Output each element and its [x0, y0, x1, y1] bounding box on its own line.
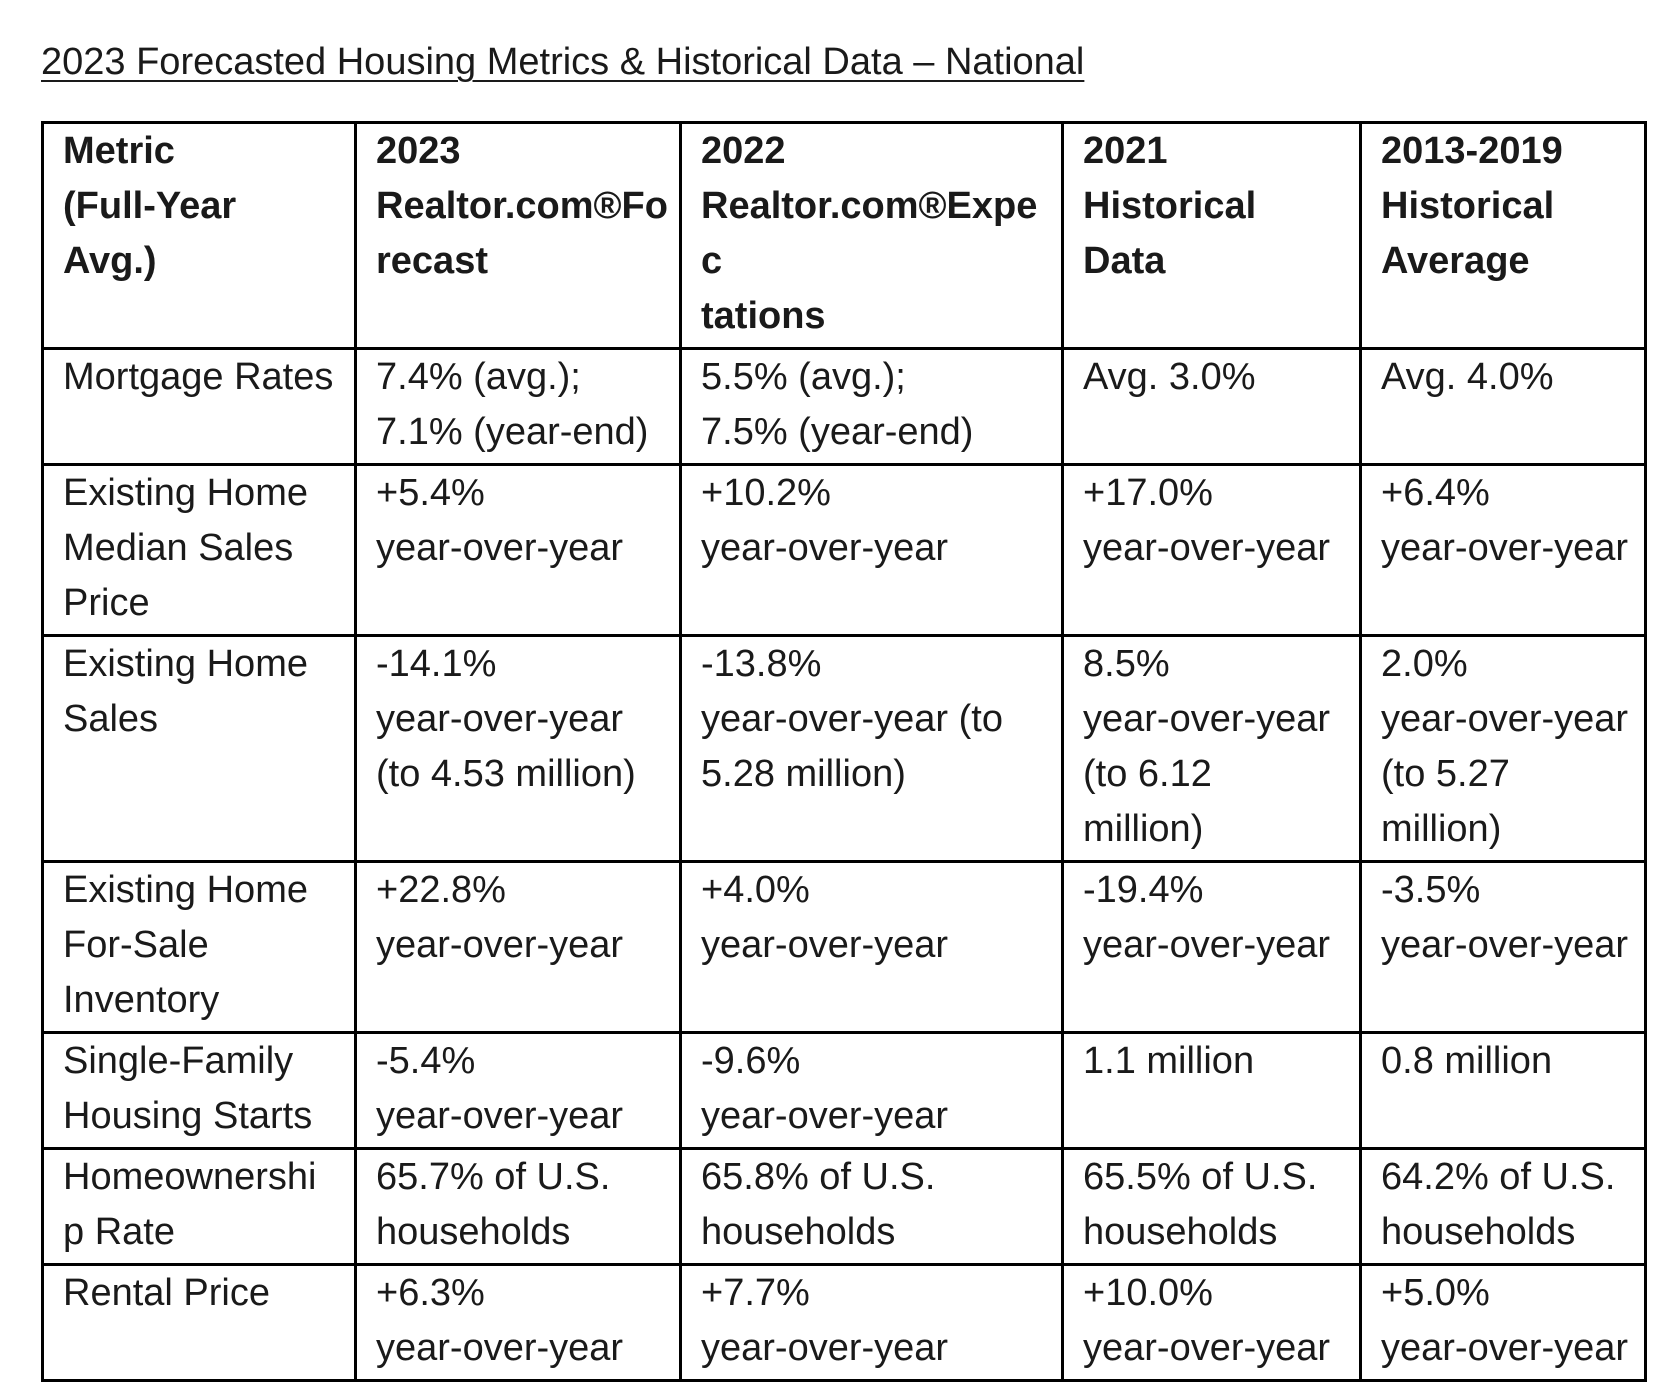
- table-row: Single-Family Housing Starts -5.4% year-…: [41, 1031, 1647, 1150]
- average-2013-2019-cell: Avg. 4.0%: [1359, 347, 1647, 466]
- header-2021-historical: 2021 Historical Data: [1061, 121, 1362, 350]
- table-header-row: Metric (Full-Year Avg.) 2023 Realtor.com…: [41, 121, 1647, 350]
- expectations-2022-cell: +7.7% year-over-year: [679, 1263, 1064, 1382]
- historical-2021-cell: +17.0% year-over-year: [1061, 463, 1362, 637]
- forecast-2023-cell: -5.4% year-over-year: [354, 1031, 682, 1150]
- forecast-2023-cell: 65.7% of U.S. households: [354, 1147, 682, 1266]
- table-row: Rental Price +6.3% year-over-year +7.7% …: [41, 1263, 1647, 1382]
- expectations-2022-cell: 65.8% of U.S. households: [679, 1147, 1064, 1266]
- expectations-2022-cell: -9.6% year-over-year: [679, 1031, 1064, 1150]
- header-2013-2019-average: 2013-2019 Historical Average: [1359, 121, 1647, 350]
- expectations-2022-cell: 5.5% (avg.); 7.5% (year-end): [679, 347, 1064, 466]
- header-metric: Metric (Full-Year Avg.): [41, 121, 357, 350]
- metric-name: Mortgage Rates: [41, 347, 357, 466]
- expectations-2022-cell: +10.2% year-over-year: [679, 463, 1064, 637]
- average-2013-2019-cell: -3.5% year-over-year: [1359, 860, 1647, 1034]
- historical-2021-cell: 1.1 million: [1061, 1031, 1362, 1150]
- metric-name: Existing Home Sales: [41, 634, 357, 863]
- historical-2021-cell: 65.5% of U.S. households: [1061, 1147, 1362, 1266]
- table-row: Existing Home For-Sale Inventory +22.8% …: [41, 860, 1647, 1034]
- metric-name: Rental Price: [41, 1263, 357, 1382]
- metric-name: Single-Family Housing Starts: [41, 1031, 357, 1150]
- average-2013-2019-cell: 2.0% year-over-year (to 5.27 million): [1359, 634, 1647, 863]
- header-2023-forecast: 2023 Realtor.com®Fo recast: [354, 121, 682, 350]
- historical-2021-cell: +10.0% year-over-year: [1061, 1263, 1362, 1382]
- table-row: Existing Home Sales -14.1% year-over-yea…: [41, 634, 1647, 863]
- page-title: 2023 Forecasted Housing Metrics & Histor…: [41, 41, 1085, 83]
- average-2013-2019-cell: +6.4% year-over-year: [1359, 463, 1647, 637]
- metric-name: Existing Home For-Sale Inventory: [41, 860, 357, 1034]
- forecast-2023-cell: +22.8% year-over-year: [354, 860, 682, 1034]
- forecast-2023-cell: +5.4% year-over-year: [354, 463, 682, 637]
- average-2013-2019-cell: 64.2% of U.S. households: [1359, 1147, 1647, 1266]
- expectations-2022-cell: -13.8% year-over-year (to 5.28 million): [679, 634, 1064, 863]
- historical-2021-cell: -19.4% year-over-year: [1061, 860, 1362, 1034]
- metric-name: Existing Home Median Sales Price: [41, 463, 357, 637]
- metric-name: Homeownershi p Rate: [41, 1147, 357, 1266]
- table-row: Mortgage Rates 7.4% (avg.); 7.1% (year-e…: [41, 347, 1647, 466]
- average-2013-2019-cell: 0.8 million: [1359, 1031, 1647, 1150]
- table-row: Homeownershi p Rate 65.7% of U.S. househ…: [41, 1147, 1647, 1266]
- expectations-2022-cell: +4.0% year-over-year: [679, 860, 1064, 1034]
- historical-2021-cell: Avg. 3.0%: [1061, 347, 1362, 466]
- historical-2021-cell: 8.5% year-over-year (to 6.12 million): [1061, 634, 1362, 863]
- average-2013-2019-cell: +5.0% year-over-year: [1359, 1263, 1647, 1382]
- table-row: Existing Home Median Sales Price +5.4% y…: [41, 463, 1647, 637]
- forecast-2023-cell: +6.3% year-over-year: [354, 1263, 682, 1382]
- header-2022-expectations: 2022 Realtor.com®Expec tations: [679, 121, 1064, 350]
- forecast-2023-cell: 7.4% (avg.); 7.1% (year-end): [354, 347, 682, 466]
- forecast-2023-cell: -14.1% year-over-year (to 4.53 million): [354, 634, 682, 863]
- housing-metrics-table: Metric (Full-Year Avg.) 2023 Realtor.com…: [41, 121, 1647, 1382]
